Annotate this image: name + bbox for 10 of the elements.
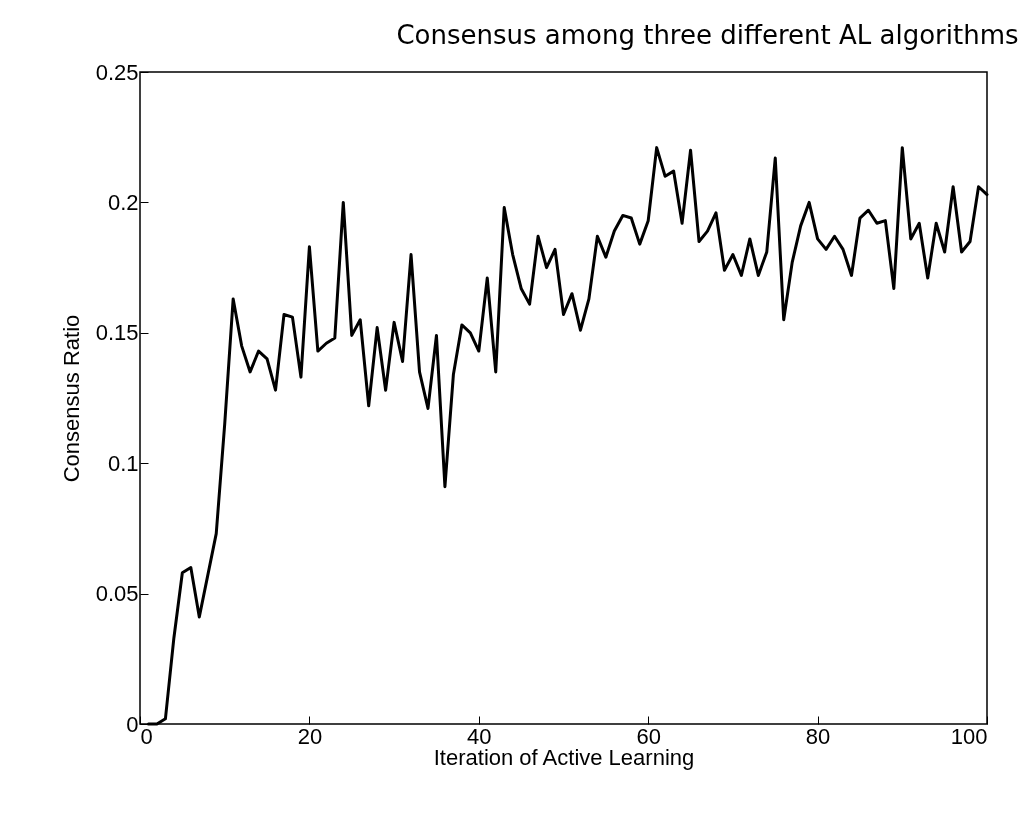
y-tick-label: 0.05 [95, 581, 139, 607]
y-axis-title: Consensus Ratio [58, 314, 84, 483]
y-tick-label: 0.1 [107, 450, 139, 476]
x-tick-label: 100 [950, 723, 988, 749]
x-tick-label: 80 [805, 723, 831, 749]
y-tick-label: 0.25 [95, 59, 139, 85]
x-tick-label: 20 [297, 723, 323, 749]
y-tick-label: 0.2 [107, 189, 139, 215]
chart-title: Consensus among three different AL algorithms [396, 20, 1019, 50]
y-tick-label: 0.15 [95, 320, 139, 346]
